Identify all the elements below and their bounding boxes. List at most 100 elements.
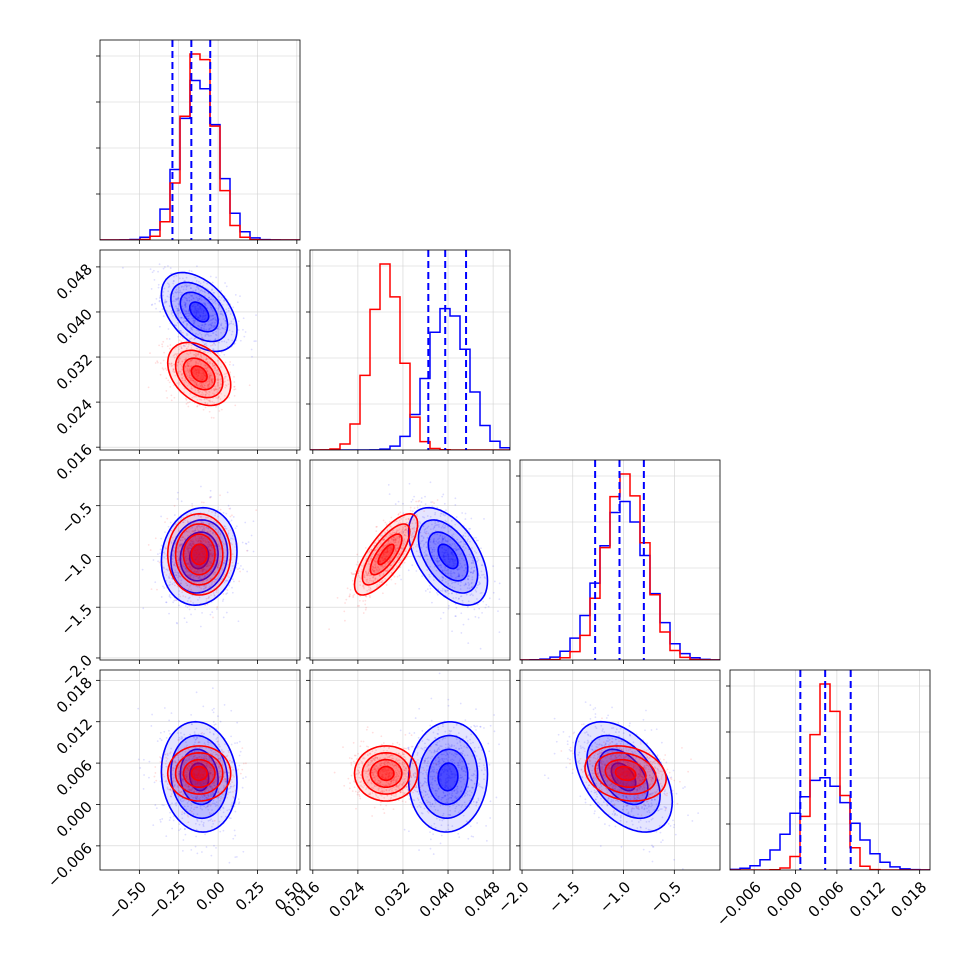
- scatter-point: [203, 373, 205, 376]
- scatter-point: [212, 552, 215, 555]
- scatter-point: [173, 280, 175, 282]
- scatter-point: [196, 776, 199, 779]
- scatter-point: [203, 374, 206, 377]
- scatter-point: [427, 532, 430, 535]
- scatter-point: [196, 559, 199, 562]
- scatter-point: [180, 543, 183, 546]
- scatter-point: [197, 561, 200, 564]
- scatter-point: [458, 597, 460, 600]
- scatter-point: [199, 385, 202, 388]
- scatter-point: [169, 752, 171, 755]
- scatter-point: [448, 543, 451, 546]
- scatter-point: [214, 321, 216, 324]
- scatter-point: [177, 361, 180, 364]
- scatter-point: [445, 569, 448, 572]
- scatter-point: [416, 544, 419, 546]
- scatter-point: [175, 299, 178, 302]
- scatter-point: [188, 573, 191, 576]
- scatter-point: [211, 820, 214, 823]
- scatter-point: [193, 311, 196, 314]
- scatter-point: [183, 387, 186, 390]
- scatter-point: [193, 570, 196, 572]
- scatter-point: [196, 798, 198, 800]
- scatter-point: [384, 544, 387, 547]
- scatter-point: [154, 537, 157, 540]
- scatter-point: [200, 363, 202, 366]
- scatter-point: [212, 733, 215, 736]
- scatter-point: [204, 382, 207, 384]
- scatter-point: [214, 559, 217, 562]
- scatter-point: [371, 565, 374, 568]
- scatter-point: [397, 529, 400, 532]
- scatter-point: [234, 856, 237, 859]
- scatter-point: [196, 813, 199, 816]
- scatter-point: [361, 585, 364, 588]
- scatter-point: [224, 525, 227, 528]
- scatter-point: [188, 758, 190, 761]
- scatter-point: [176, 291, 179, 293]
- scatter-point: [219, 720, 222, 723]
- scatter-point: [195, 289, 197, 291]
- scatter-point: [472, 570, 475, 573]
- scatter-point: [182, 573, 184, 576]
- scatter-point: [369, 589, 372, 592]
- scatter-point: [219, 398, 222, 400]
- scatter-point: [211, 532, 214, 535]
- scatter-point: [216, 543, 219, 546]
- scatter-point: [203, 328, 206, 331]
- scatter-point: [220, 383, 223, 386]
- scatter-point: [402, 502, 404, 505]
- scatter-point: [207, 380, 210, 383]
- scatter-point: [386, 550, 389, 553]
- scatter-point: [472, 569, 475, 572]
- scatter-point: [191, 530, 194, 533]
- scatter-point: [395, 539, 397, 542]
- scatter-point: [206, 398, 208, 401]
- scatter-point: [185, 286, 188, 288]
- scatter-point: [225, 285, 228, 288]
- scatter-point: [444, 567, 447, 569]
- scatter-point: [459, 595, 462, 598]
- scatter-point: [199, 353, 202, 356]
- scatter-point: [191, 539, 194, 542]
- scatter-point: [216, 608, 218, 610]
- scatter-point: [219, 830, 222, 833]
- scatter-point: [205, 584, 208, 586]
- scatter-point: [216, 736, 219, 739]
- scatter-point: [184, 596, 187, 598]
- scatter-point: [424, 590, 427, 592]
- scatter-point: [202, 564, 205, 567]
- scatter-point: [205, 516, 207, 519]
- scatter-point: [178, 738, 181, 741]
- scatter-point: [234, 810, 237, 813]
- scatter-point: [443, 569, 446, 572]
- scatter-point: [200, 399, 203, 401]
- scatter-point: [190, 377, 192, 380]
- scatter-point: [402, 547, 405, 549]
- scatter-point: [417, 529, 420, 531]
- scatter-point: [223, 534, 226, 537]
- scatter-point: [200, 393, 203, 396]
- scatter-point: [210, 334, 212, 337]
- scatter-point: [199, 552, 201, 555]
- scatter-point: [417, 555, 420, 557]
- scatter-point: [166, 369, 168, 372]
- scatter-point: [200, 568, 203, 571]
- scatter-point: [202, 552, 205, 555]
- scatter-point: [187, 345, 190, 348]
- scatter-point: [469, 571, 472, 574]
- scatter-point: [199, 305, 202, 308]
- scatter-point: [168, 584, 170, 587]
- scatter-point: [442, 523, 445, 525]
- scatter-point: [450, 592, 453, 595]
- scatter-point: [189, 359, 192, 362]
- scatter-point: [213, 571, 216, 574]
- scatter-point: [467, 535, 470, 538]
- scatter-point: [195, 806, 198, 809]
- scatter-point: [193, 380, 195, 383]
- scatter-point: [180, 340, 183, 343]
- scatter-point: [213, 707, 215, 710]
- scatter-point: [205, 569, 208, 572]
- scatter-point: [180, 293, 182, 296]
- scatter-point: [206, 380, 209, 383]
